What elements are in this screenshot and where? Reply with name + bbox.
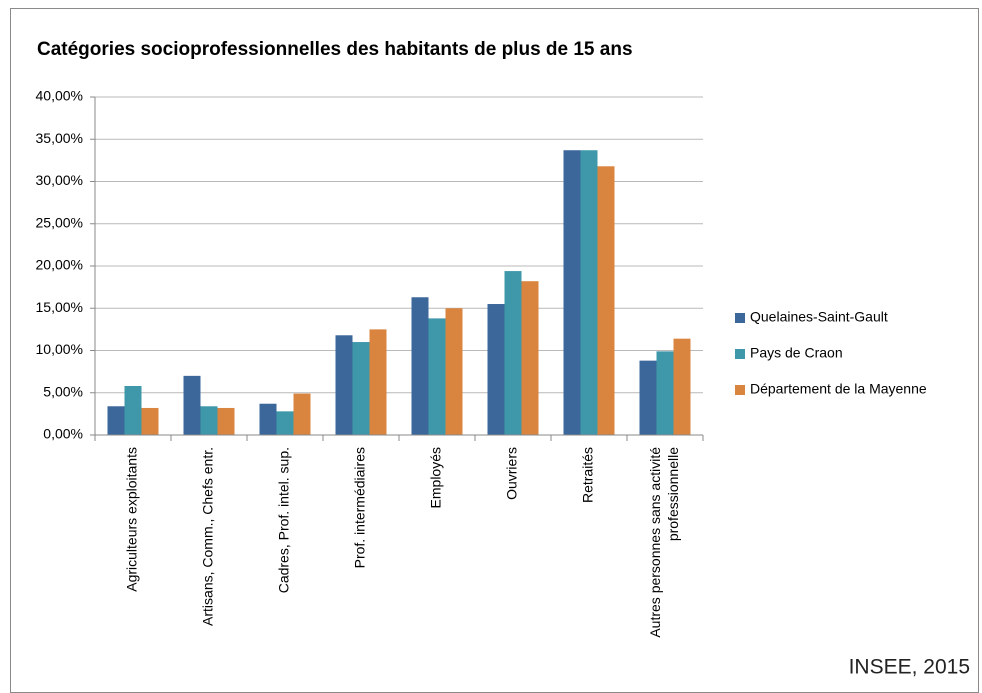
x-tick-label: Artisans, Comm., Chefs entr.	[200, 447, 216, 626]
x-tick-label: Prof. intermédiaires	[352, 447, 368, 568]
legend-swatch	[735, 349, 745, 359]
x-tick-label: Agriculteurs exploitants	[124, 447, 140, 592]
y-tick-label: 30,00%	[36, 172, 83, 188]
x-tick-label: Employés	[428, 447, 444, 508]
x-tick-label: Retraités	[580, 447, 596, 503]
bar	[639, 360, 657, 435]
bar	[487, 304, 505, 435]
legend-label: Pays de Craon	[750, 345, 843, 361]
legend-swatch	[735, 313, 745, 323]
bar	[445, 308, 463, 435]
legend-swatch	[735, 385, 745, 395]
bar	[597, 166, 615, 436]
bar	[504, 271, 522, 435]
source-note: INSEE, 2015	[849, 656, 970, 679]
x-tick-label: Ouvriers	[504, 447, 520, 500]
y-tick-label: 15,00%	[36, 299, 83, 315]
bar	[141, 407, 159, 435]
legend-label: Département de la Mayenne	[750, 381, 927, 397]
chart-title: Catégories socioprofessionnelles des hab…	[37, 39, 633, 60]
y-tick-label: 20,00%	[36, 257, 83, 273]
y-tick-label: 40,00%	[36, 88, 83, 104]
bar	[411, 297, 429, 435]
bar	[183, 375, 201, 435]
bar	[259, 403, 277, 435]
bar	[107, 406, 125, 435]
x-tick-label: Autres personnes sans activité professio…	[647, 447, 681, 638]
bar	[335, 335, 353, 435]
bar	[563, 150, 581, 436]
legend-label: Quelaines-Saint-Gault	[750, 309, 888, 325]
bar	[293, 393, 311, 435]
x-tick-label: Cadres, Prof. intel. sup.	[276, 447, 292, 593]
bar	[352, 342, 370, 435]
bar	[217, 407, 235, 435]
bar	[276, 411, 294, 435]
bar	[124, 385, 142, 435]
y-tick-label: 10,00%	[36, 341, 83, 357]
bar	[656, 351, 674, 435]
y-tick-label: 25,00%	[36, 214, 83, 230]
bar	[369, 329, 387, 435]
y-tick-label: 35,00%	[36, 130, 83, 146]
y-tick-label: 0,00%	[43, 426, 83, 442]
bar	[428, 318, 446, 435]
bar	[580, 150, 598, 436]
bar	[200, 406, 218, 435]
y-tick-label: 5,00%	[43, 383, 83, 399]
bar	[521, 281, 539, 435]
bar	[673, 338, 691, 435]
